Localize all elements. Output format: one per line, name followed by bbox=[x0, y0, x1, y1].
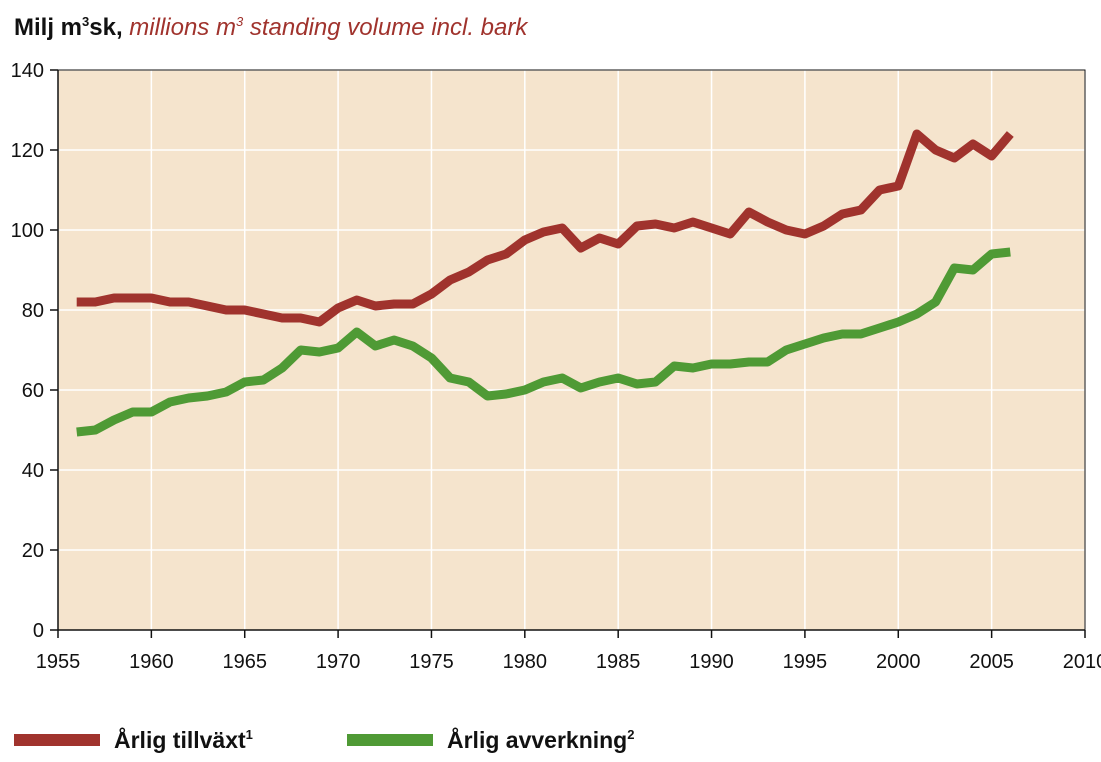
series-line-arlig-tillvaxt bbox=[76, 129, 1014, 327]
legend-swatch-avverkning bbox=[347, 734, 433, 746]
x-tick-label: 1970 bbox=[316, 651, 361, 673]
x-axis-ticks: 1955 1960 1965 1970 1975 1980 1985 1990 1995 2000… bbox=[36, 630, 1101, 673]
y-tick-label: 20 bbox=[22, 540, 44, 562]
x-tick-label: 1955 bbox=[36, 651, 81, 673]
x-tick-label: 1965 bbox=[222, 651, 267, 673]
series-line-arlig-avverkning bbox=[76, 247, 1011, 437]
y-tick-label: 100 bbox=[11, 220, 44, 242]
legend-label-avverkning: Årlig avverkning2 bbox=[447, 726, 635, 753]
x-tick-label: 1995 bbox=[783, 651, 828, 673]
legend-label-tillvaxt: Årlig tillväxt1 bbox=[114, 726, 253, 753]
x-tick-label: 2005 bbox=[969, 651, 1014, 673]
plot-area bbox=[58, 70, 1085, 630]
legend-item-tillvaxt: Årlig tillväxt1 bbox=[14, 722, 253, 758]
axes bbox=[57, 69, 1086, 631]
x-tick-label: 2010 bbox=[1063, 651, 1101, 673]
series-lines bbox=[76, 129, 1014, 437]
y-tick-label: 120 bbox=[11, 140, 44, 162]
legend-item-avverkning: Årlig avverkning2 bbox=[347, 722, 634, 758]
y-tick-label: 40 bbox=[22, 460, 44, 482]
legend-swatch-tillvaxt bbox=[14, 734, 100, 746]
title-unit: Milj m3sk bbox=[14, 14, 116, 41]
x-tick-label: 1990 bbox=[689, 651, 734, 673]
y-tick-label: 80 bbox=[22, 300, 44, 322]
chart-title: Milj m3sk, millions m3 standing volume i… bbox=[14, 14, 528, 41]
y-axis-ticks: 0 20 40 60 80 100 120 140 bbox=[11, 60, 58, 642]
title-subtitle: millions m3 standing volume incl. bark bbox=[122, 14, 528, 41]
y-tick-label: 140 bbox=[11, 60, 44, 82]
x-tick-label: 2000 bbox=[876, 651, 921, 673]
x-tick-label: 1985 bbox=[596, 651, 641, 673]
x-tick-label: 1960 bbox=[129, 651, 174, 673]
x-tick-label: 1975 bbox=[409, 651, 454, 673]
y-tick-label: 60 bbox=[22, 380, 44, 402]
x-tick-label: 1980 bbox=[503, 651, 548, 673]
y-tick-label: 0 bbox=[33, 620, 44, 642]
